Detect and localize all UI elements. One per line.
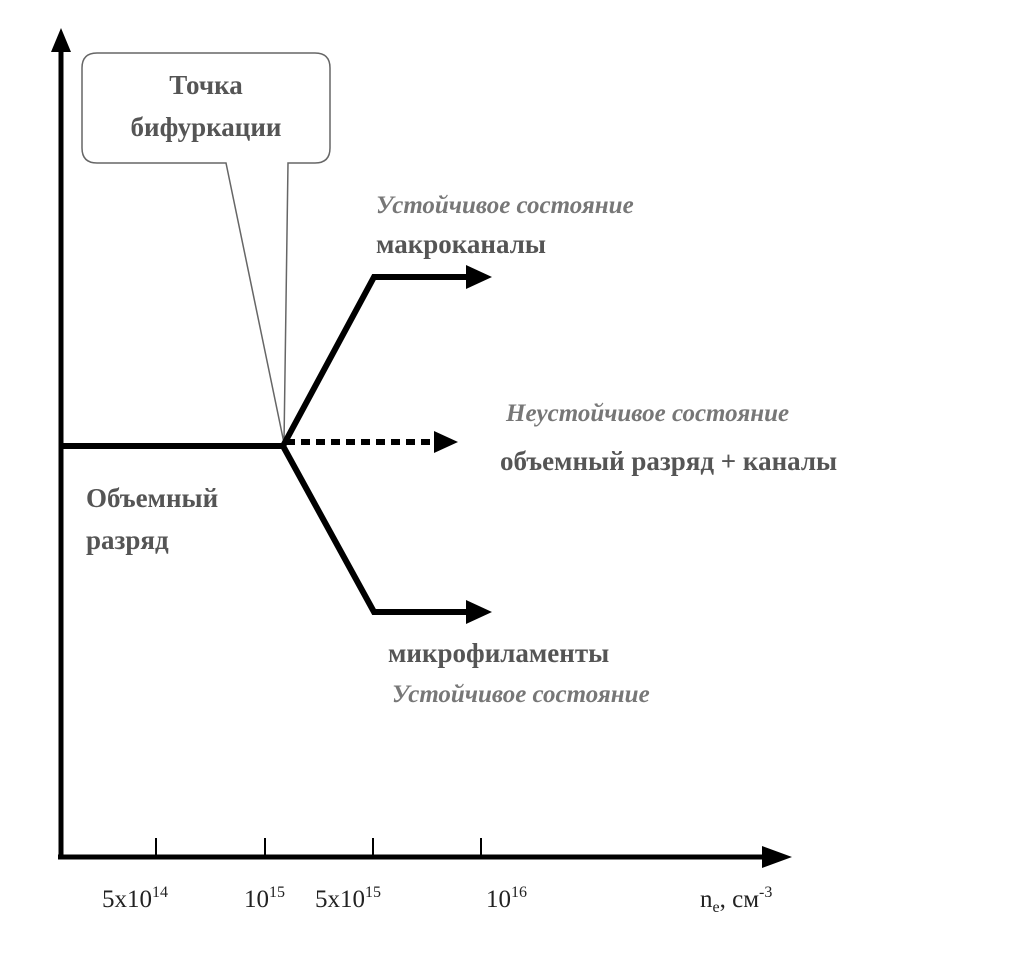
- lower-branch: [280, 444, 468, 615]
- tick-label: 1015: [244, 884, 285, 913]
- initial-label-line2: разряд: [86, 525, 169, 555]
- middle-state-label: Неустойчивое состояние: [505, 400, 789, 427]
- tick-label: 5x1014: [102, 884, 168, 913]
- x-axis-arrow-icon: [762, 846, 792, 868]
- lower-arrow-icon: [466, 600, 492, 624]
- upper-branch-label: макроканалы: [376, 229, 546, 259]
- callout-bubble: [81, 52, 331, 444]
- lower-state-label: Устойчивое состояние: [392, 681, 650, 708]
- tick-label: 1016: [486, 884, 527, 913]
- upper-branch: [280, 274, 468, 448]
- x-ticks: [155, 838, 482, 857]
- callout-text-line2: бифуркации: [131, 112, 282, 142]
- middle-arrow-icon: [434, 431, 458, 453]
- upper-state-label: Устойчивое состояние: [376, 192, 634, 219]
- callout-text-line1: Точка: [169, 70, 243, 100]
- tick-label: 5x1015: [315, 884, 381, 913]
- lower-branch-label: микрофиламенты: [388, 638, 609, 668]
- y-axis-arrow-icon: [51, 28, 71, 52]
- upper-arrow-icon: [466, 265, 492, 289]
- x-axis-label: ne, см-3: [700, 884, 772, 916]
- initial-label-line1: Объемный: [86, 483, 218, 513]
- middle-branch-label: объемный разряд + каналы: [500, 446, 837, 476]
